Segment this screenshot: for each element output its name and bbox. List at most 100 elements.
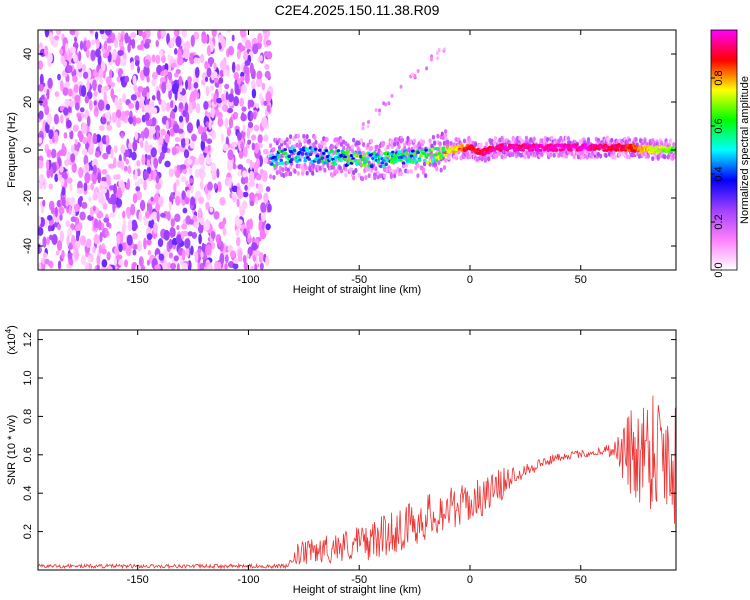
noise-blob [86, 115, 91, 127]
noise-blob [90, 182, 94, 191]
ridge-halo [275, 140, 279, 146]
ridge-halo [277, 145, 282, 151]
noise-blob [141, 154, 146, 166]
noise-blob [39, 173, 45, 183]
ridge-core [300, 151, 305, 156]
noise-blob [163, 69, 169, 76]
noise-blob [180, 137, 186, 148]
ridge-core [379, 164, 383, 168]
noise-blob [93, 233, 100, 245]
ridge-halo [444, 157, 448, 163]
ridge-halo [331, 144, 335, 150]
ridge-halo [439, 167, 443, 173]
noise-blob [243, 261, 249, 270]
noise-blob [134, 181, 140, 187]
noise-blob [84, 95, 90, 104]
colorbar-tick-label: 0.6 [713, 118, 725, 133]
noise-blob [146, 259, 151, 266]
noise-blob [106, 124, 113, 131]
noise-blob [239, 45, 246, 52]
noise-blob [48, 129, 54, 140]
noise-blob [157, 30, 162, 40]
noise-blob [253, 161, 259, 172]
ridge-halo [483, 157, 488, 163]
noise-blob [109, 212, 116, 218]
noise-blob [167, 71, 173, 81]
ridge-core [287, 157, 292, 161]
noise-blob [155, 174, 160, 184]
ridge-halo [360, 176, 365, 182]
noise-blob [265, 223, 271, 231]
ridge-core [629, 143, 633, 147]
noise-blob [77, 50, 82, 62]
noise-blob [205, 201, 210, 211]
noise-blob [173, 182, 177, 193]
noise-blob [190, 34, 195, 47]
noise-blob [222, 143, 229, 152]
noise-blob [118, 41, 124, 48]
noise-blob [216, 97, 223, 104]
noise-blob [247, 232, 251, 239]
noise-blob [207, 181, 213, 191]
noise-blob [176, 224, 180, 231]
noise-blob [91, 172, 97, 185]
noise-blob [145, 210, 150, 219]
ridge-halo [275, 161, 279, 167]
noise-blob [48, 32, 53, 42]
noise-blob [181, 30, 188, 39]
noise-blob [199, 53, 205, 64]
ridge-core [353, 153, 358, 157]
ridge-halo [660, 140, 664, 146]
noise-blob [92, 205, 96, 212]
noise-blob [72, 208, 76, 218]
noise-blob [191, 100, 197, 110]
noise-blob [116, 174, 121, 180]
noise-blob [220, 133, 225, 143]
noise-blob [214, 260, 219, 270]
noise-blob [111, 49, 117, 61]
ridge-core [381, 164, 386, 168]
ridge-core [376, 160, 381, 164]
ridge-core [441, 146, 446, 150]
noise-blob [239, 30, 247, 38]
noise-blob [175, 234, 183, 244]
ridge-core [313, 147, 318, 151]
ridge-core [658, 145, 662, 149]
noise-blob [138, 178, 144, 185]
ridge-halo [484, 141, 489, 147]
ridge-halo [305, 170, 309, 176]
ridge-core [324, 149, 329, 153]
noise-blob [144, 104, 151, 114]
ridge-halo [422, 161, 427, 167]
noise-blob [228, 93, 235, 103]
snr-scale-base: (x10 [6, 333, 18, 354]
noise-blob [170, 100, 174, 109]
noise-blob [69, 197, 76, 207]
noise-blob [79, 40, 84, 51]
noise-blob [151, 95, 156, 101]
ridge-halo [599, 153, 603, 159]
noise-blob [74, 30, 79, 38]
ridge-core [328, 155, 333, 160]
noise-blob [149, 125, 156, 135]
noise-blob [132, 140, 138, 152]
ridge-core [403, 157, 407, 161]
noise-blob [93, 100, 97, 106]
noise-blob [74, 139, 78, 145]
noise-blob [260, 210, 266, 223]
ridge-core [393, 160, 398, 164]
noise-blob [92, 246, 96, 254]
ridge-halo [500, 154, 504, 160]
noise-blob [132, 232, 138, 240]
ridge-halo [325, 137, 329, 143]
ridge-halo [277, 169, 282, 175]
ridge-core [626, 143, 630, 147]
noise-blob [183, 149, 190, 159]
noise-blob [73, 53, 78, 63]
noise-blob [164, 160, 171, 168]
ridge-halo [412, 138, 417, 144]
noise-blob [178, 102, 184, 110]
noise-blob [255, 174, 262, 181]
ridge-halo [524, 135, 529, 141]
snr-y-tick-label: 0.2 [22, 524, 34, 539]
